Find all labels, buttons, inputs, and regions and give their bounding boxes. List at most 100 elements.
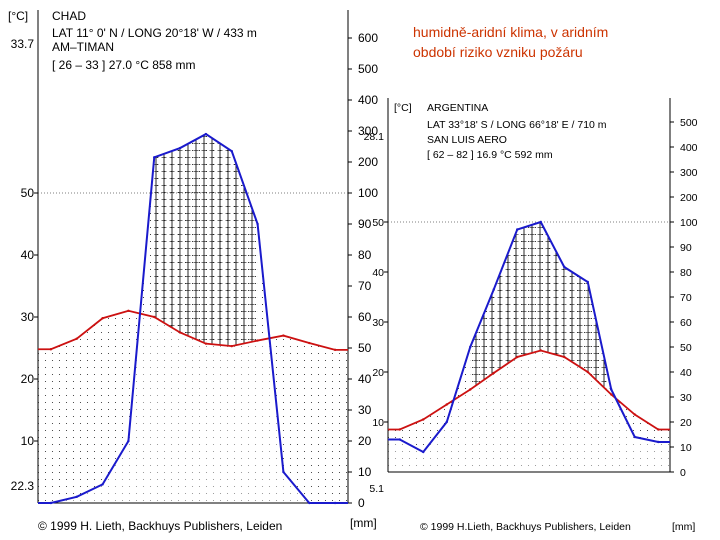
publisher-credit: © 1999 H.Lieth, Backhuys Publishers, Lei… bbox=[420, 521, 631, 533]
temperature-point-A bbox=[610, 393, 613, 396]
temperature-tick-label: 10 bbox=[372, 417, 384, 429]
precipitation-tick-label: 50 bbox=[358, 341, 372, 355]
precipitation-tick-label: 60 bbox=[358, 310, 372, 324]
precipitation-tick-label: 70 bbox=[358, 279, 372, 293]
precipitation-point-M bbox=[633, 435, 636, 439]
left-climate-chart: 1020304050010203040506070809010020030040… bbox=[8, 9, 378, 533]
precipitation-tick-label: 30 bbox=[358, 403, 372, 417]
temperature-point-N bbox=[308, 341, 311, 345]
precipitation-tick-label: 40 bbox=[680, 367, 692, 379]
temperature-point-M bbox=[586, 370, 589, 374]
below-curve-stipple bbox=[38, 134, 348, 503]
precipitation-tick-label: 500 bbox=[358, 62, 378, 76]
temperature-point-S bbox=[445, 403, 448, 406]
precipitation-point-D bbox=[516, 228, 519, 231]
precipitation-unit-label: [mm] bbox=[350, 516, 377, 530]
precipitation-tick-label: 300 bbox=[680, 167, 698, 179]
precipitation-point-J bbox=[178, 146, 182, 150]
station-name: AM–TIMAN bbox=[52, 40, 114, 54]
temperature-point-S bbox=[256, 339, 259, 342]
precipitation-tick-label: 600 bbox=[358, 31, 378, 45]
temperature-tick-label: 40 bbox=[372, 267, 384, 279]
precipitation-point-O bbox=[469, 345, 472, 349]
temperature-point-A bbox=[422, 418, 425, 421]
precipitation-unit-label: [mm] bbox=[672, 521, 695, 533]
precipitation-tick-label: 70 bbox=[680, 292, 692, 304]
temperature-tick-label: 40 bbox=[21, 248, 35, 262]
temperature-point-A bbox=[127, 309, 130, 312]
precipitation-tick-label: 90 bbox=[680, 242, 692, 254]
precipitation-line bbox=[388, 220, 670, 454]
temperature-line bbox=[388, 349, 670, 431]
min-temperature-label: 22.3 bbox=[11, 479, 35, 493]
precipitation-point-M bbox=[101, 483, 104, 486]
temperature-point-J bbox=[178, 331, 182, 334]
temperature-point-J bbox=[657, 428, 660, 431]
precipitation-tick-label: 90 bbox=[358, 217, 372, 231]
temperature-tick-label: 50 bbox=[372, 217, 384, 229]
precipitation-tick-label: 20 bbox=[358, 434, 372, 448]
temperature-point-M bbox=[101, 317, 104, 320]
precipitation-tick-label: 400 bbox=[358, 93, 378, 107]
temperature-point-J bbox=[398, 428, 401, 431]
publisher-credit: © 1999 H. Lieth, Backhuys Publishers, Le… bbox=[38, 519, 282, 533]
station-coordinates: LAT 33°18' S / LONG 66°18' E / 710 m bbox=[427, 119, 607, 131]
station-coordinates: LAT 11° 0' N / LONG 20°18' W / 433 m bbox=[52, 26, 257, 40]
precipitation-point-F bbox=[75, 495, 78, 498]
temperature-point-J bbox=[204, 342, 208, 345]
precipitation-line bbox=[38, 132, 348, 504]
precipitation-tick-label: 300 bbox=[358, 124, 378, 138]
precipitation-point-S bbox=[256, 222, 259, 226]
precipitation-tick-label: 80 bbox=[680, 267, 692, 279]
precipitation-point-D bbox=[333, 501, 337, 505]
temperature-point-J bbox=[49, 348, 53, 351]
precipitation-point-S bbox=[445, 420, 448, 424]
station-country: ARGENTINA bbox=[427, 102, 488, 114]
right-climate-chart: 1020304050010203040506070809010020030040… bbox=[364, 98, 698, 533]
precipitation-tick-label: 80 bbox=[358, 248, 372, 262]
precipitation-point-J bbox=[657, 440, 660, 444]
precipitation-tick-label: 0 bbox=[680, 467, 686, 479]
precipitation-point-A bbox=[127, 439, 130, 443]
temperature-point-M bbox=[153, 315, 156, 319]
temperature-point-O bbox=[282, 334, 285, 337]
slide-caption: humidně-aridní klima, v aridním období r… bbox=[413, 22, 713, 62]
temperature-unit-label: [°C] bbox=[394, 102, 412, 114]
precipitation-point-A bbox=[422, 450, 425, 454]
temperature-point-F bbox=[75, 337, 78, 340]
temperature-tick-label: 30 bbox=[372, 317, 384, 329]
temperature-tick-label: 20 bbox=[372, 367, 384, 379]
precipitation-point-A bbox=[230, 149, 233, 153]
precipitation-point-M bbox=[153, 156, 156, 159]
temperature-point-D bbox=[516, 355, 519, 359]
below-curve-stipple bbox=[388, 222, 670, 472]
temperature-point-M bbox=[633, 413, 636, 416]
temperature-unit-label: [°C] bbox=[8, 9, 28, 23]
precipitation-tick-label: 20 bbox=[680, 417, 692, 429]
precipitation-point-J bbox=[49, 501, 53, 505]
min-temperature-label: 5.1 bbox=[369, 483, 384, 495]
precipitation-point-A bbox=[610, 388, 613, 391]
precipitation-tick-label: 10 bbox=[680, 442, 692, 454]
temperature-point-J bbox=[539, 349, 542, 352]
max-temperature-label: 28.1 bbox=[364, 131, 385, 143]
precipitation-point-J bbox=[204, 132, 208, 136]
precipitation-tick-label: 500 bbox=[680, 117, 698, 129]
precipitation-tick-label: 200 bbox=[680, 192, 698, 204]
precipitation-tick-label: 60 bbox=[680, 317, 692, 329]
station-summary: [ 26 – 33 ] 27.0 °C 858 mm bbox=[52, 58, 196, 72]
precipitation-tick-label: 30 bbox=[680, 392, 692, 404]
precipitation-tick-label: 50 bbox=[680, 342, 692, 354]
precipitation-tick-label: 400 bbox=[680, 142, 698, 154]
precipitation-point-M bbox=[586, 280, 589, 284]
max-temperature-label: 33.7 bbox=[11, 37, 35, 51]
temperature-tick-label: 30 bbox=[21, 310, 35, 324]
precipitation-tick-label: 40 bbox=[358, 372, 372, 386]
precipitation-point-N bbox=[492, 288, 495, 291]
station-name: SAN LUIS AERO bbox=[427, 134, 507, 146]
station-summary: [ 62 – 82 ] 16.9 °C 592 mm bbox=[427, 149, 553, 161]
temperature-point-F bbox=[563, 355, 566, 359]
temperature-tick-label: 20 bbox=[21, 372, 35, 386]
temperature-point-O bbox=[469, 388, 472, 391]
